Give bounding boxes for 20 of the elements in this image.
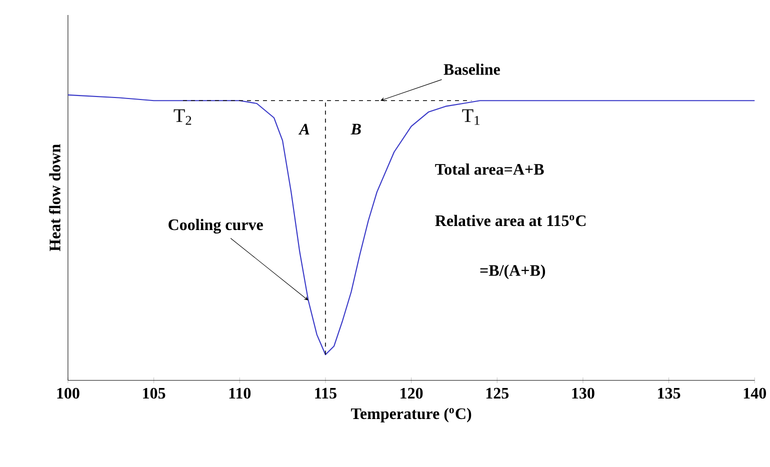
annotation: T$_{1}$	[462, 109, 480, 125]
annotation: Baseline	[444, 64, 500, 75]
annotation: =B/(A+B)	[480, 264, 546, 280]
annotation: Total area=A+B	[435, 163, 544, 175]
annotation: T$_{2}$	[174, 109, 192, 125]
y-axis-title: Heat flow down	[48, 144, 60, 252]
annotation: B	[350, 124, 361, 134]
x-tick-label: 115	[315, 388, 336, 399]
x-tick-label: 125	[486, 388, 509, 399]
x-tick-label: 110	[229, 388, 251, 399]
x-axis-title: Temperature ($^{o}$C)	[351, 408, 472, 422]
annotation: Cooling curve	[168, 218, 263, 234]
x-tick-label: 140	[744, 388, 766, 399]
x-tick-label: 130	[572, 388, 594, 399]
x-tick-label: 100	[57, 388, 80, 399]
x-tick-label: 135	[658, 388, 680, 399]
annotation: Relative area at 115$^{o}$C	[435, 214, 586, 226]
x-tick-label: 120	[400, 388, 423, 399]
x-tick-label: 105	[143, 388, 166, 399]
annotation: A	[298, 124, 310, 134]
